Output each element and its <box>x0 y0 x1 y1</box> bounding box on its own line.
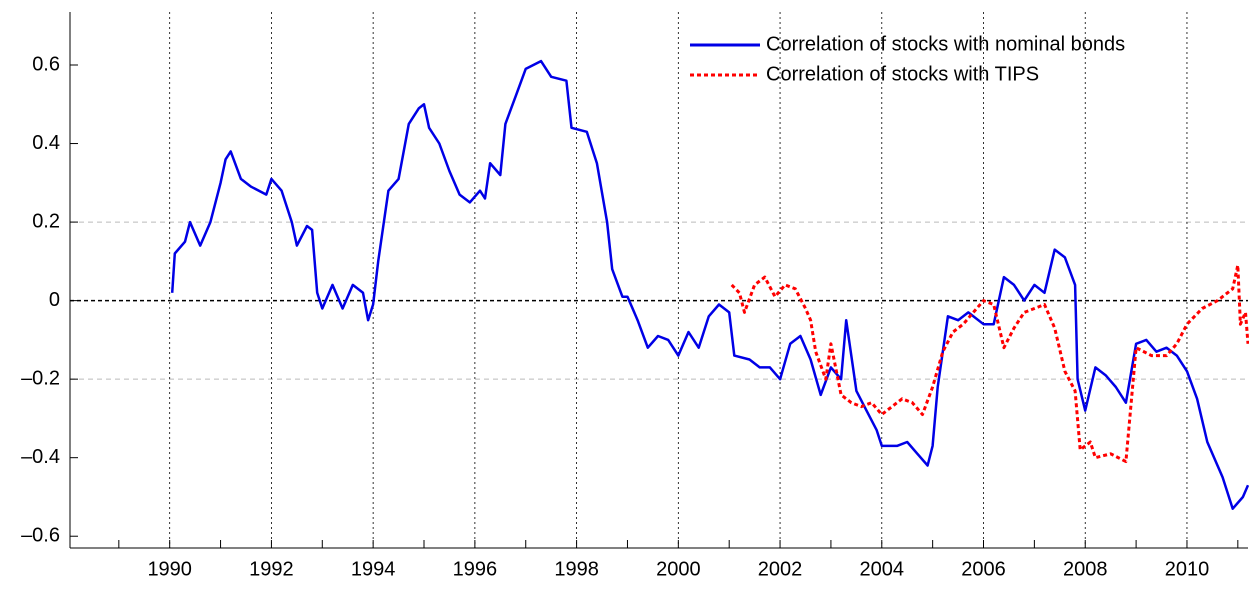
x-tick-label: 1990 <box>147 558 192 580</box>
x-tick-label: 2004 <box>860 558 905 580</box>
y-tick-label: –0.2 <box>21 367 60 389</box>
x-tick-label: 1996 <box>453 558 498 580</box>
y-tick-label: 0.2 <box>32 210 60 232</box>
y-tick-label: 0 <box>49 289 60 311</box>
x-tick-label: 2000 <box>656 558 701 580</box>
x-tick-label: 1994 <box>351 558 396 580</box>
y-tick-label: –0.6 <box>21 525 60 547</box>
x-tick-label: 2010 <box>1165 558 1210 580</box>
y-tick-label: 0.6 <box>32 53 60 75</box>
series-line <box>170 59 1249 510</box>
x-tick-label: 1992 <box>249 558 294 580</box>
y-tick-label: 0.4 <box>32 132 60 154</box>
y-tick-label: –0.4 <box>21 446 60 468</box>
legend-label: Correlation of stocks with TIPS <box>766 63 1039 85</box>
x-tick-label: 1998 <box>554 558 599 580</box>
x-tick-label: 2008 <box>1063 558 1108 580</box>
x-tick-label: 2002 <box>758 558 803 580</box>
legend-label: Correlation of stocks with nominal bonds <box>766 33 1125 55</box>
x-tick-label: 2006 <box>961 558 1006 580</box>
series-line <box>730 263 1249 464</box>
